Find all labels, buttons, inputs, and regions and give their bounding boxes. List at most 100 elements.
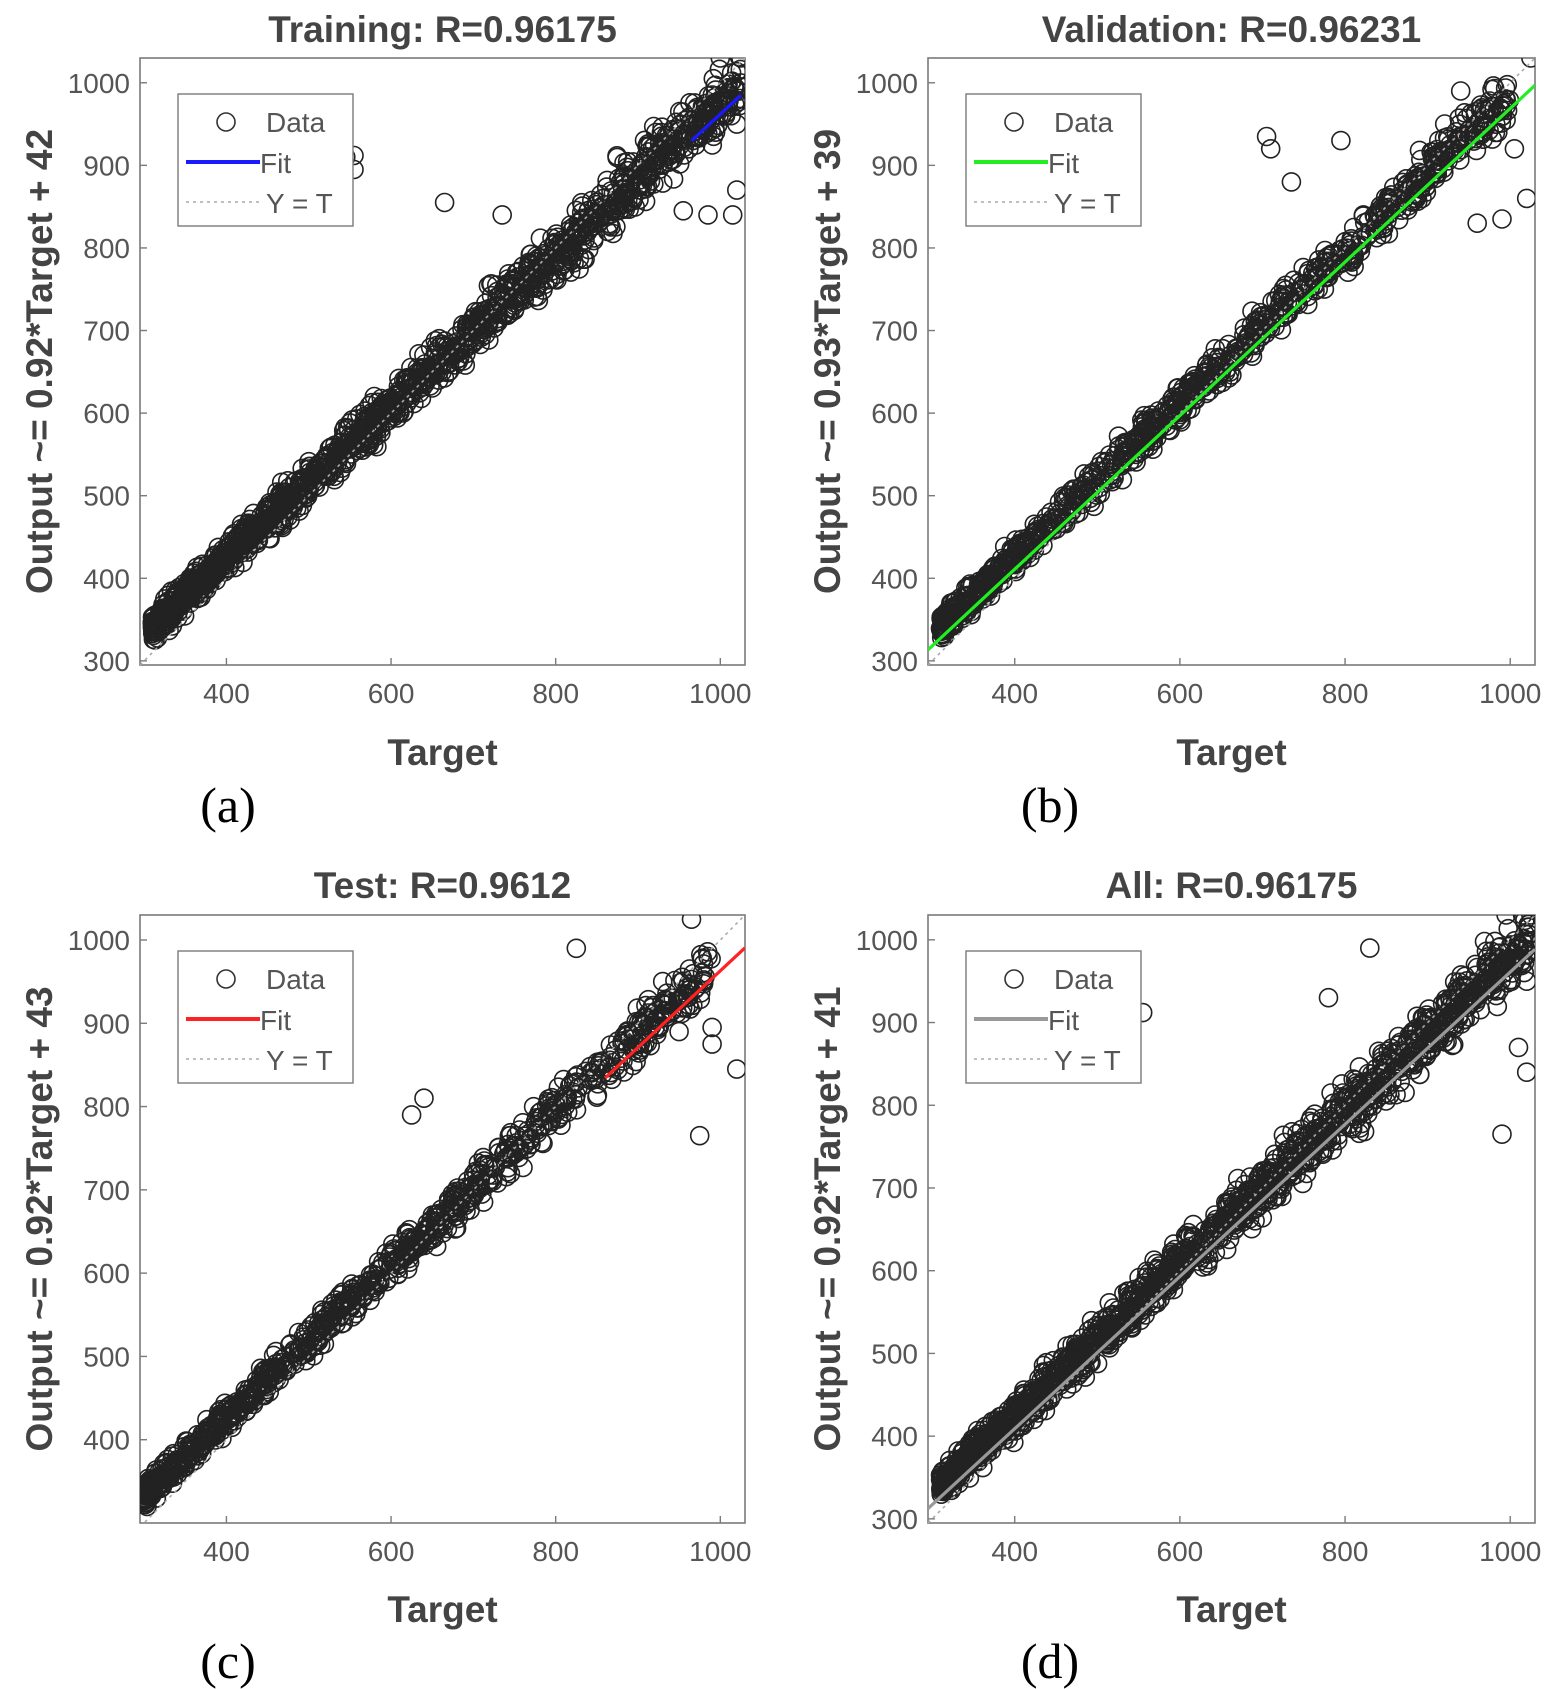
data-point <box>468 1153 489 1173</box>
data-point <box>360 1290 380 1311</box>
data-point <box>345 1286 365 1307</box>
data-point <box>400 383 420 403</box>
data-point <box>1474 931 1495 952</box>
outlier-point <box>652 971 673 992</box>
outlier-point <box>1450 81 1471 101</box>
data-point <box>398 1248 419 1269</box>
data-point <box>291 472 312 492</box>
y-tick-label: 700 <box>871 316 918 347</box>
data-point <box>160 1464 180 1484</box>
data-point <box>1274 291 1294 312</box>
data-point <box>191 1444 212 1464</box>
data-point <box>231 539 252 560</box>
data-point <box>436 354 457 375</box>
data-point <box>1209 363 1230 384</box>
data-point <box>1470 95 1491 115</box>
data-point <box>931 627 952 648</box>
legend-data-marker <box>216 112 236 132</box>
data-point <box>235 1385 255 1405</box>
data-point <box>1016 533 1036 554</box>
data-point <box>1071 486 1091 506</box>
x-axis-label: Target <box>1176 1589 1286 1630</box>
data-point <box>520 1134 541 1155</box>
data-point <box>1388 1026 1409 1047</box>
data-point <box>185 572 206 593</box>
data-point <box>510 291 531 311</box>
data-point <box>414 345 434 365</box>
data-point <box>668 121 688 142</box>
legend-data-label: Data <box>266 107 326 138</box>
data-point <box>1337 1087 1357 1107</box>
data-point <box>518 258 538 279</box>
legend-identity-label: Y = T <box>1054 188 1121 219</box>
x-tick-label: 400 <box>991 1536 1038 1567</box>
y-tick-label: 600 <box>871 398 918 429</box>
data-point <box>452 1187 473 1207</box>
data-point <box>1495 78 1516 98</box>
data-point <box>1258 1163 1279 1183</box>
y-tick-label: 1000 <box>856 925 918 956</box>
data-point <box>407 375 428 396</box>
data-point <box>1314 1138 1335 1159</box>
data-point <box>270 490 290 511</box>
data-point <box>253 1372 274 1392</box>
data-point <box>420 337 441 358</box>
outlier-point <box>727 114 745 134</box>
data-point <box>680 93 700 113</box>
data-point <box>638 134 658 154</box>
data-point <box>643 995 663 1016</box>
data-point <box>983 557 1004 578</box>
data-point <box>623 152 644 172</box>
data-point <box>510 1139 530 1159</box>
outlier-point <box>1331 130 1351 151</box>
y-axis-label: Output ~= 0.92*Target + 43 <box>19 986 60 1451</box>
data-point <box>527 257 547 278</box>
outlier-point <box>1260 139 1281 159</box>
data-point <box>994 536 1015 557</box>
data-point <box>356 437 376 457</box>
x-tick-label: 800 <box>1322 678 1369 709</box>
data-point <box>1508 939 1528 960</box>
data-point <box>1337 245 1358 265</box>
data-point <box>962 593 983 614</box>
data-point <box>1386 1084 1406 1105</box>
data-point <box>482 1171 503 1192</box>
data-point <box>1189 1251 1210 1272</box>
legend-fit-label: Fit <box>260 1005 291 1036</box>
data-point <box>1378 187 1399 208</box>
outlier-point <box>673 201 694 221</box>
data-point <box>478 275 499 296</box>
data-point <box>1298 263 1318 284</box>
y-tick-label: 400 <box>83 563 130 594</box>
data-point <box>652 117 672 137</box>
data-point <box>1082 462 1102 483</box>
data-point <box>312 1300 332 1320</box>
outlier-point <box>681 915 702 929</box>
outlier-point <box>710 58 731 68</box>
y-tick-label: 700 <box>83 316 130 347</box>
data-point <box>562 235 583 256</box>
data-point <box>1254 305 1274 326</box>
y-tick-label: 800 <box>871 1090 918 1121</box>
y-tick-label: 800 <box>871 233 918 264</box>
data-point <box>729 58 745 67</box>
data-point <box>612 178 633 199</box>
data-point <box>462 309 483 330</box>
data-point <box>380 1259 400 1279</box>
outlier-point <box>1467 213 1487 233</box>
outlier-point <box>414 1088 434 1108</box>
data-point <box>1363 1089 1384 1110</box>
data-point <box>448 1208 469 1229</box>
fit-line <box>603 946 745 1080</box>
data-point <box>617 151 638 172</box>
data-point <box>1333 1097 1354 1117</box>
data-point <box>525 1111 546 1132</box>
data-point <box>281 1353 302 1374</box>
x-tick-label: 1000 <box>1479 678 1541 709</box>
outlier-point <box>698 946 718 967</box>
x-tick-label: 600 <box>368 678 415 709</box>
y-tick-label: 300 <box>871 1504 918 1535</box>
data-point <box>1307 266 1328 287</box>
